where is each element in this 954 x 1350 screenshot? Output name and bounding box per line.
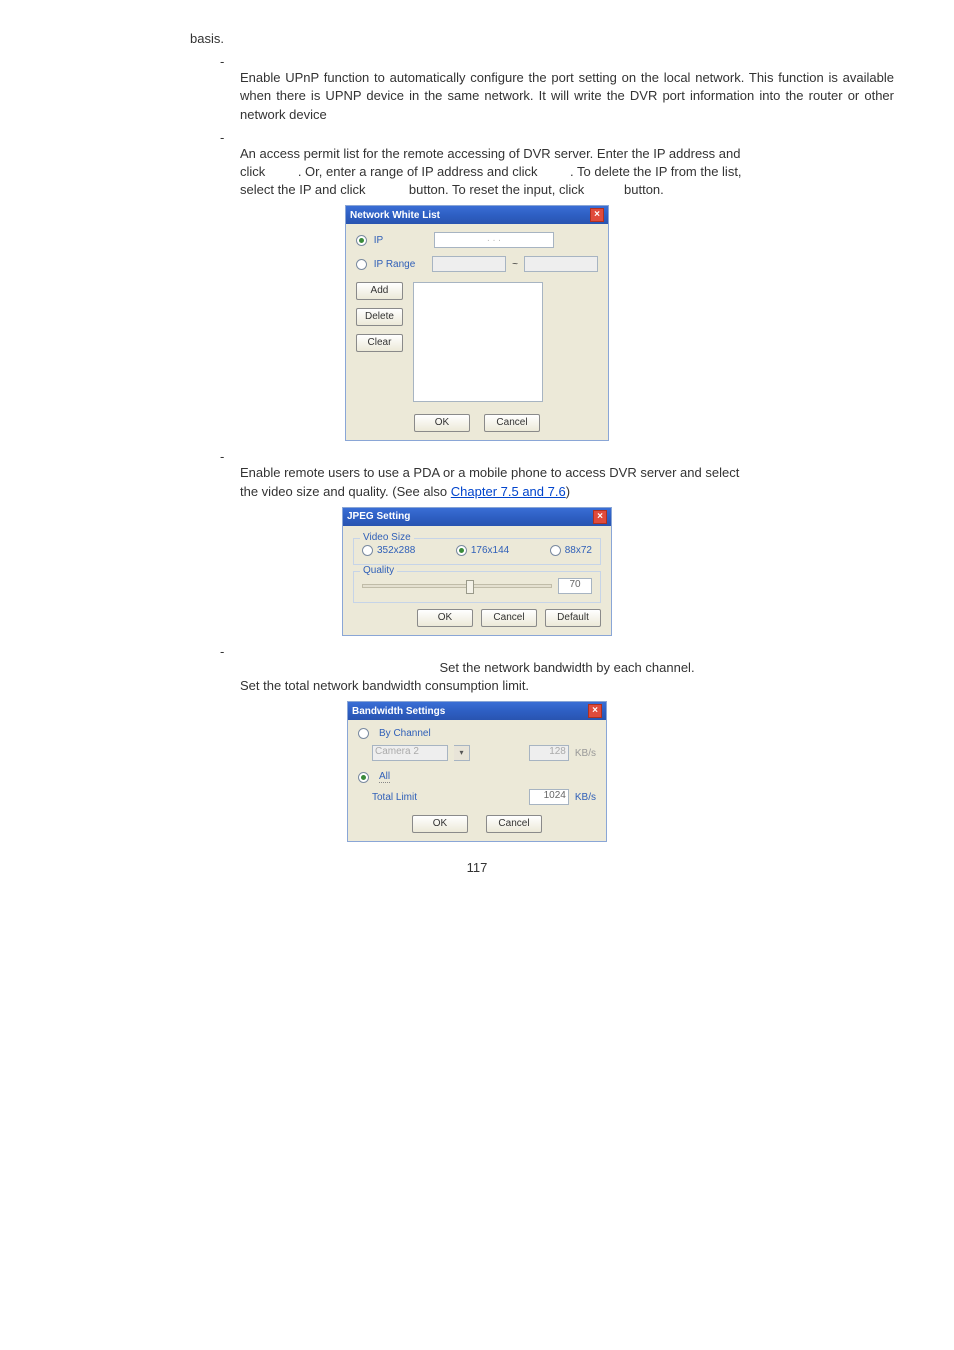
wl-l2a: click [240, 164, 265, 179]
title-text: Bandwidth Settings [352, 706, 445, 717]
titlebar: Network White List × [346, 206, 608, 224]
add-button[interactable]: Add [356, 282, 403, 300]
ok-button[interactable]: OK [414, 414, 470, 432]
radio-176x144[interactable] [456, 545, 467, 556]
pda-l2a: the video size and quality. (See also [240, 484, 451, 499]
titlebar: JPEG Setting × [343, 508, 611, 526]
radio-ip-label: IP [374, 235, 383, 246]
dialog-bandwidth-settings: Bandwidth Settings × By Channel Camera 2… [347, 701, 607, 842]
title-text: JPEG Setting [347, 511, 410, 522]
cancel-button[interactable]: Cancel [484, 414, 540, 432]
dash-whitelist: - [220, 130, 894, 145]
whitelist-line2: click . Or, enter a range of IP address … [240, 163, 894, 181]
wl-l2b: . Or, enter a range of IP address and cl… [298, 164, 538, 179]
camera-select[interactable]: Camera 2 [372, 745, 448, 761]
pda-l2b: ) [566, 484, 570, 499]
total-limit-label: Total Limit [372, 792, 417, 803]
group-quality: Quality 70 [353, 571, 601, 603]
delete-button[interactable]: Delete [356, 308, 403, 326]
wl-l3b: button. To reset the input, click [409, 182, 584, 197]
chevron-down-icon[interactable]: ▾ [454, 745, 470, 761]
bw-line1: Set the network bandwidth by each channe… [240, 659, 894, 677]
titlebar: Bandwidth Settings × [348, 702, 606, 720]
group-video-size: Video Size 352x288 176x144 88x72 [353, 538, 601, 565]
radio-352x288[interactable] [362, 545, 373, 556]
bychannel-value[interactable]: 128 [529, 745, 569, 761]
range-from-input[interactable] [432, 256, 506, 272]
range-sep: ~ [512, 259, 518, 270]
radio-by-channel-label: By Channel [379, 728, 431, 739]
page-number: 117 [60, 860, 894, 875]
total-value[interactable]: 1024 [529, 789, 569, 805]
radio-ip-range[interactable] [356, 259, 367, 270]
wl-l3a: select the IP and click [240, 182, 366, 197]
range-to-input[interactable] [524, 256, 598, 272]
pda-line1: Enable remote users to use a PDA or a mo… [240, 464, 894, 482]
whitelist-line3: select the IP and click button. To reset… [240, 181, 894, 199]
radio-ip[interactable] [356, 235, 367, 246]
close-icon[interactable]: × [588, 704, 602, 718]
radio-ip-range-label: IP Range [374, 259, 416, 270]
ok-button[interactable]: OK [412, 815, 468, 833]
chapter-link[interactable]: Chapter 7.5 and 7.6 [451, 484, 566, 499]
whitelist-line1: An access permit list for the remote acc… [240, 145, 894, 163]
slider-thumb[interactable] [466, 580, 474, 594]
pda-line2: the video size and quality. (See also Ch… [240, 483, 894, 501]
ip-listbox[interactable] [413, 282, 543, 402]
dash-upnp: - [220, 54, 894, 69]
close-icon[interactable]: × [590, 208, 604, 222]
opt-88x72: 88x72 [565, 545, 592, 556]
ok-button[interactable]: OK [417, 609, 473, 627]
bw-line2: Set the total network bandwidth consumpt… [240, 677, 894, 695]
radio-all-label: All [379, 771, 390, 783]
cancel-button[interactable]: Cancel [481, 609, 537, 627]
unit-label-2: KB/s [575, 792, 596, 803]
ip-input[interactable]: . . . [434, 232, 554, 248]
dash-pda: - [220, 449, 894, 464]
radio-all[interactable] [358, 772, 369, 783]
radio-88x72[interactable] [550, 545, 561, 556]
group-video-title: Video Size [360, 532, 414, 543]
dialog-network-white-list: Network White List × IP . . . IP Range ~… [345, 205, 609, 441]
dialog-jpeg-setting: JPEG Setting × Video Size 352x288 176x14… [342, 507, 612, 636]
default-button[interactable]: Default [545, 609, 601, 627]
clear-button[interactable]: Clear [356, 334, 403, 352]
quality-slider[interactable] [362, 584, 552, 588]
group-quality-title: Quality [360, 565, 397, 576]
radio-by-channel[interactable] [358, 728, 369, 739]
title-text: Network White List [350, 210, 440, 221]
top-word: basis. [190, 30, 894, 48]
wl-l3c: button. [624, 182, 664, 197]
cancel-button[interactable]: Cancel [486, 815, 542, 833]
unit-label-1: KB/s [575, 748, 596, 759]
dash-bandwidth: - [220, 644, 894, 659]
wl-l2c: . To delete the IP from the list, [570, 164, 742, 179]
upnp-text: Enable UPnP function to automatically co… [240, 69, 894, 124]
close-icon[interactable]: × [593, 510, 607, 524]
opt-176x144: 176x144 [471, 545, 509, 556]
quality-value[interactable]: 70 [558, 578, 592, 594]
opt-352x288: 352x288 [377, 545, 415, 556]
